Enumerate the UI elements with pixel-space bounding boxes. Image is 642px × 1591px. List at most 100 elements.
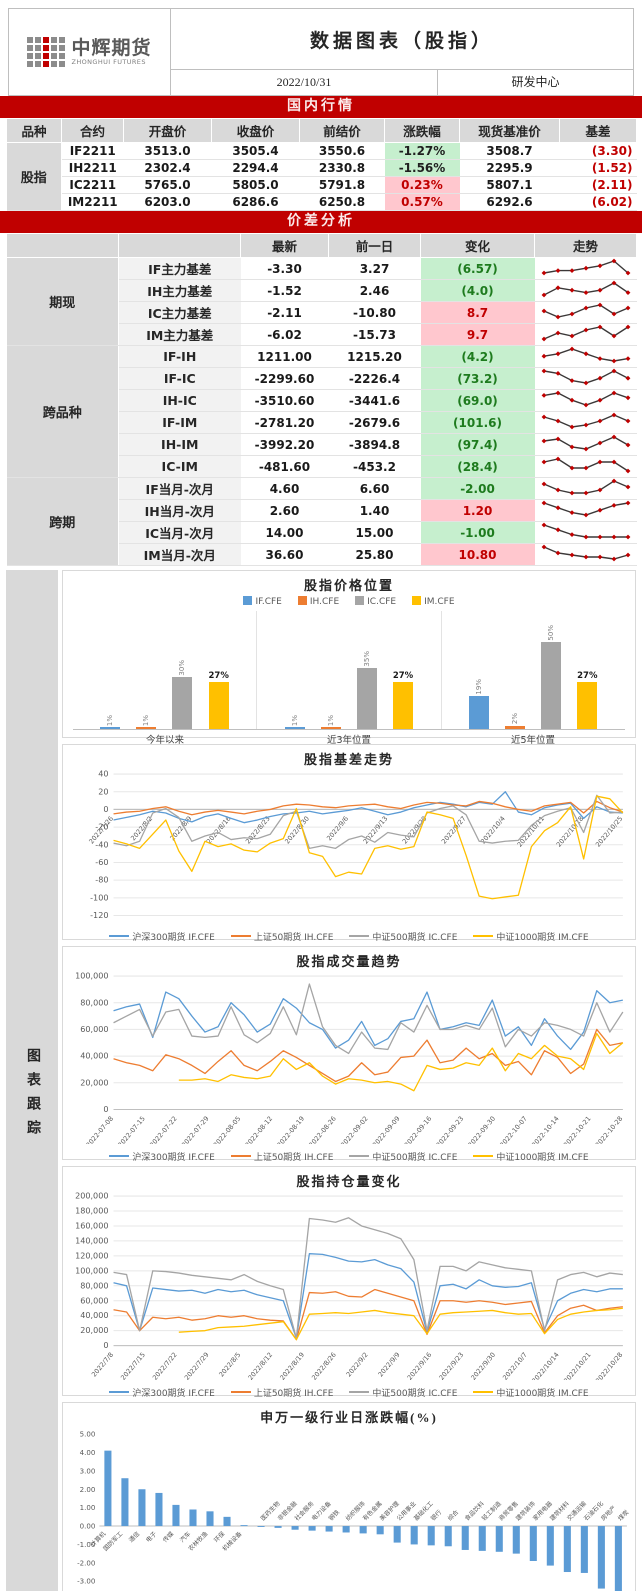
column-header: 现货基准价 (459, 118, 560, 143)
svg-text:2022/8/12: 2022/8/12 (247, 1351, 275, 1380)
latest-cell: -3992.20 (240, 433, 329, 456)
value-cell: 2295.9 (459, 159, 560, 177)
previous-cell: -3441.6 (328, 389, 421, 412)
latest-cell: 36.60 (240, 543, 329, 566)
svg-text:2022/7/29: 2022/7/29 (183, 1351, 211, 1380)
svg-text:2022-09-16: 2022-09-16 (403, 1115, 434, 1144)
svg-text:180,000: 180,000 (75, 1206, 108, 1216)
legend-label: 上证50期货 IH.CFE (253, 932, 334, 943)
table-row: IH当月-次月 2.60 1.40 1.20 (7, 499, 637, 522)
chart-legend: 沪深300期货 IF.CFE 上证50期货 IH.CFE 中证500期货 IC.CF… (63, 1384, 635, 1401)
value-cell: 0.23% (384, 176, 460, 194)
logo-english-name: ZHONGHUI FUTURES (71, 57, 146, 66)
sparkline-cell (534, 301, 637, 324)
legend-label: IC.CFE (367, 597, 397, 607)
table-row: IF-IM -2781.20 -2679.6 (101.6) (7, 411, 637, 434)
svg-text:电子: 电子 (144, 1530, 158, 1544)
column-header: 最新 (240, 233, 329, 258)
latest-cell: -6.02 (240, 323, 329, 346)
svg-text:-100: -100 (90, 892, 108, 902)
legend-label: 上证50期货 IH.CFE (253, 1388, 334, 1399)
trend-sparkline (541, 522, 630, 540)
latest-cell: 14.00 (240, 521, 329, 544)
chart-legend: 沪深300期货 IF.CFE 上证50期货 IH.CFE 中证500期货 IC.CF… (63, 928, 635, 945)
previous-cell: 1215.20 (328, 345, 421, 368)
contract-cell: IH2211 (61, 159, 124, 177)
change-cell: 8.7 (420, 301, 535, 324)
svg-text:-120: -120 (90, 910, 108, 920)
latest-cell: -1.52 (240, 279, 329, 302)
spread-label: IH当月-次月 (118, 499, 241, 522)
change-cell: -2.00 (420, 477, 535, 500)
change-cell: (73.2) (420, 367, 535, 390)
latest-cell: -3510.60 (240, 389, 329, 412)
previous-cell: -2226.4 (328, 367, 421, 390)
legend-square-swatch (355, 596, 365, 605)
legend-item: 中证500期货 IC.CFE (349, 930, 457, 943)
sparkline-cell (534, 543, 637, 566)
chart-title: 股指基差走势 (303, 752, 394, 767)
trend-sparkline (541, 280, 630, 298)
spread-label: IH-IM (118, 433, 241, 456)
change-cell: (101.6) (420, 411, 535, 434)
bar-value-label: 27% (392, 670, 414, 681)
legend-label: 中证1000期货 IM.CFE (496, 1388, 589, 1399)
category-label: 近5年位置 (510, 735, 556, 746)
svg-text:2022/10/21: 2022/10/21 (562, 1351, 592, 1380)
svg-text:2022-08-19: 2022-08-19 (275, 1115, 306, 1144)
legend-item: 沪深300期货 IF.CFE (109, 1386, 215, 1399)
bar (469, 695, 490, 729)
svg-text:20: 20 (98, 786, 108, 796)
svg-text:综合: 综合 (446, 1508, 460, 1522)
industry-bar-plot: 5.004.003.002.001.000.00-1.00-2.00-3.00-… (77, 1430, 630, 1591)
value-cell: 6292.6 (459, 193, 560, 211)
previous-cell: 6.60 (328, 477, 421, 500)
change-cell: (4.2) (420, 345, 535, 368)
legend-item: 上证50期货 IH.CFE (230, 1150, 333, 1163)
table-row: IM当月-次月 36.60 25.80 10.80 (7, 543, 637, 566)
legend-item: IH.CFE (297, 596, 340, 607)
svg-text:1.00: 1.00 (80, 1503, 96, 1512)
value-cell: 0.57% (384, 193, 460, 211)
legend-label: 沪深300期货 IF.CFE (132, 1388, 215, 1399)
legend-item: IF.CFE (243, 596, 282, 607)
svg-text:-2.00: -2.00 (77, 1558, 96, 1567)
report-title: 数据图表（股指） (309, 30, 494, 52)
bar-value-label: 27% (577, 670, 598, 681)
legend-label: IF.CFE (255, 597, 282, 607)
change-cell: 10.80 (420, 543, 535, 566)
table-row: IC当月-次月 14.00 15.00 -1.00 (7, 521, 637, 544)
column-header (6, 233, 119, 258)
svg-text:60,000: 60,000 (80, 1295, 108, 1305)
legend-item: 中证1000期货 IM.CFE (473, 1150, 589, 1163)
value-cell: 3550.6 (299, 142, 385, 160)
banner-domestic-market: 国内行情 (0, 96, 642, 118)
bar-wrapper: 1% (136, 715, 157, 729)
column-header: 前结价 (299, 118, 385, 143)
table-row: 股指 IF2211 3513.0 3505.4 3550.6 -1.27% 3508.7 (3… (6, 142, 637, 211)
svg-text:40,000: 40,000 (80, 1310, 108, 1320)
legend-item: 上证50期货 IH.CFE (230, 930, 334, 943)
bar-wrapper: 27% (393, 671, 413, 729)
category-axis: 今年以来 近3年位置 近5年位置 (73, 730, 625, 746)
value-cell: 6250.8 (299, 193, 385, 211)
legend-label: IH.CFE (309, 597, 340, 607)
bar-group: 19% 2% 50% 27% (440, 611, 625, 729)
sparkline-cell (534, 345, 637, 368)
column-header (118, 233, 241, 258)
legend-square-swatch (412, 596, 422, 605)
bar-wrapper: 1% (320, 715, 341, 729)
legend-square-swatch (243, 596, 253, 605)
value-cell: 3513.0 (123, 142, 212, 160)
spread-label: IF-IC (118, 367, 241, 390)
chart-title: 股指价格位置 (303, 578, 394, 593)
group-label: 期现 (6, 257, 119, 346)
svg-text:钢铁: 钢铁 (327, 1508, 341, 1522)
legend-line-swatch (473, 1390, 494, 1393)
svg-text:2022/10/7: 2022/10/7 (501, 1351, 529, 1380)
chart-title: 股指持仓量变化 (296, 1174, 402, 1189)
bar-wrapper: 27% (208, 671, 229, 729)
trend-sparkline (541, 500, 630, 518)
svg-text:-80: -80 (95, 875, 108, 885)
